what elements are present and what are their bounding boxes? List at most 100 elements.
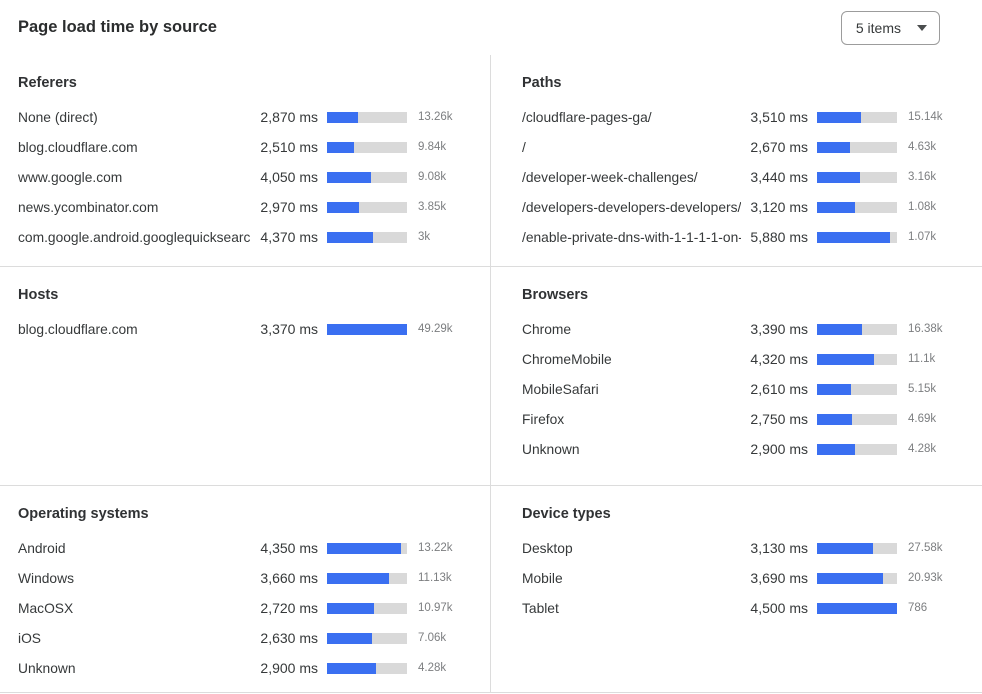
- row-label: Firefox: [522, 411, 565, 427]
- bar-fill: [817, 141, 850, 153]
- metric-row: / 2,670 ms 4.63k: [522, 132, 960, 162]
- row-count: 16.38k: [908, 323, 943, 335]
- bar-fill: [817, 443, 856, 455]
- bar-track: [817, 171, 897, 183]
- row-load-time: 4,320 ms: [750, 351, 808, 367]
- bar-fill: [327, 231, 374, 243]
- metric-row: www.google.com 4,050 ms 9.08k: [18, 162, 470, 192]
- page-title: Page load time by source: [18, 18, 217, 36]
- row-count: 7.06k: [418, 632, 447, 644]
- bar-track: [817, 602, 897, 614]
- row-count: 9.84k: [418, 141, 447, 153]
- bar-track: [327, 323, 407, 335]
- row-label: com.google.android.googlequicksearc…: [18, 229, 252, 245]
- row-count: 3.16k: [908, 171, 937, 183]
- row-label: iOS: [18, 630, 41, 646]
- row-label: blog.cloudflare.com: [18, 139, 138, 155]
- bar-fill: [817, 231, 890, 243]
- row-label: MacOSX: [18, 600, 74, 616]
- row-label: /enable-private-dns-with-1-1-1-1-on-…: [522, 229, 742, 245]
- bar-fill: [327, 323, 407, 335]
- row-label: Unknown: [18, 660, 76, 676]
- row-load-time: 2,720 ms: [260, 600, 318, 616]
- row-label: blog.cloudflare.com: [18, 321, 138, 337]
- bar-track: [817, 542, 897, 554]
- row-load-time: 2,630 ms: [260, 630, 318, 646]
- row-label: /developer-week-challenges/: [522, 169, 698, 185]
- row-label: www.google.com: [18, 169, 123, 185]
- metric-row: None (direct) 2,870 ms 13.26k: [18, 102, 470, 132]
- panel-device-types: Device types Desktop 3,130 ms 27.58k Mobile 3…: [491, 486, 982, 692]
- row-count: 4.28k: [908, 443, 937, 455]
- bar-track: [327, 171, 407, 183]
- metric-row: MobileSafari 2,610 ms 5.15k: [522, 374, 960, 404]
- row-count: 3.85k: [418, 201, 447, 213]
- row-label: Mobile: [522, 570, 563, 586]
- metric-row: ChromeMobile 4,320 ms 11.1k: [522, 344, 960, 374]
- row-count: 49.29k: [418, 323, 453, 335]
- items-count-dropdown[interactable]: 5 items: [840, 10, 940, 45]
- bar-fill: [327, 602, 375, 614]
- bar-track: [327, 602, 407, 614]
- row-count: 9.08k: [418, 171, 447, 183]
- bar-fill: [327, 141, 355, 153]
- row-label: /: [522, 139, 526, 155]
- row-load-time: 3,120 ms: [750, 199, 808, 215]
- row-label: /cloudflare-pages-ga/: [522, 109, 652, 125]
- bar-fill: [817, 383, 851, 395]
- row-load-time: 2,900 ms: [750, 441, 808, 457]
- panels-grid: Referers None (direct) 2,870 ms 13.26k blog.…: [0, 55, 982, 693]
- metric-row: Tablet 4,500 ms 786: [522, 593, 960, 623]
- metric-row: MacOSX 2,720 ms 10.97k: [18, 593, 470, 623]
- row-label: Chrome: [522, 321, 572, 337]
- row-count: 10.97k: [418, 602, 453, 614]
- row-count: 27.58k: [908, 542, 943, 554]
- bar-fill: [817, 413, 853, 425]
- bar-fill: [327, 111, 359, 123]
- row-label: None (direct): [18, 109, 98, 125]
- row-label: /developers-developers-developers/: [522, 199, 742, 215]
- row-count: 1.08k: [908, 201, 937, 213]
- row-load-time: 2,970 ms: [260, 199, 318, 215]
- bar-fill: [817, 171, 861, 183]
- row-label: Desktop: [522, 540, 573, 556]
- row-load-time: 4,500 ms: [750, 600, 808, 616]
- row-load-time: 4,370 ms: [260, 229, 318, 245]
- metric-row: Android 4,350 ms 13.22k: [18, 533, 470, 563]
- chevron-down-icon: [917, 24, 927, 31]
- row-load-time: 3,510 ms: [750, 109, 808, 125]
- bar-track: [817, 572, 897, 584]
- metric-row: news.ycombinator.com 2,970 ms 3.85k: [18, 192, 470, 222]
- bar-fill: [817, 353, 874, 365]
- panel-paths: Paths/cloudflare-pages-ga/3,510 ms 15.14k…: [491, 55, 982, 267]
- metric-row: Desktop 3,130 ms 27.58k: [522, 533, 960, 563]
- panel-browsers: Browsers Chrome 3,390 ms 16.38k ChromeMobile…: [491, 267, 982, 486]
- bar-track: [327, 231, 407, 243]
- bar-track: [817, 231, 897, 243]
- row-count: 11.1k: [908, 353, 936, 365]
- row-count: 786: [908, 602, 928, 614]
- bar-fill: [817, 602, 897, 614]
- row-label: MobileSafari: [522, 381, 599, 397]
- row-load-time: 2,670 ms: [750, 139, 808, 155]
- row-load-time: 4,050 ms: [260, 169, 318, 185]
- row-label: ChromeMobile: [522, 351, 612, 367]
- row-label: news.ycombinator.com: [18, 199, 159, 215]
- bar-fill: [327, 201, 359, 213]
- bar-fill: [817, 323, 862, 335]
- panel-operating-systems: Operating systems Android 4,350 ms 13.22k Wi…: [0, 486, 491, 692]
- bar-track: [327, 201, 407, 213]
- bar-track: [817, 413, 897, 425]
- row-load-time: 2,510 ms: [260, 139, 318, 155]
- row-load-time: 3,390 ms: [750, 321, 808, 337]
- panel-title-browsers: Browsers: [522, 287, 589, 303]
- row-load-time: 3,690 ms: [750, 570, 808, 586]
- widget-header: Page load time by source 5 items: [0, 0, 982, 55]
- row-load-time: 4,350 ms: [260, 540, 318, 556]
- row-count: 1.07k: [908, 231, 937, 243]
- metric-row: /developers-developers-developers/3,120 …: [522, 192, 960, 222]
- bar-fill: [817, 572, 883, 584]
- row-count: 4.63k: [908, 141, 937, 153]
- row-load-time: 2,870 ms: [260, 109, 318, 125]
